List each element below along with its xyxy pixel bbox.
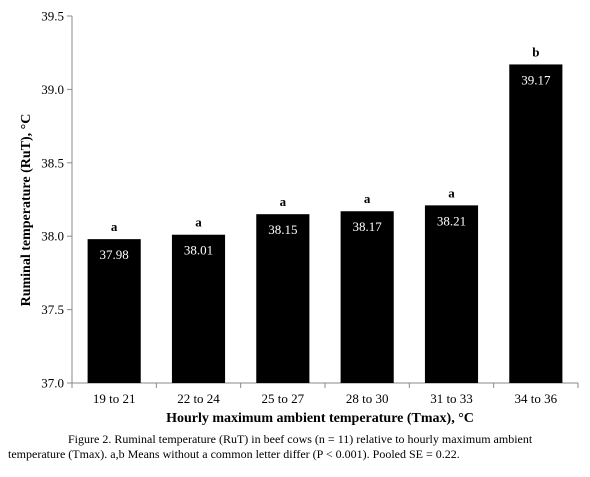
figure-caption: Figure 2. Ruminal temperature (RuT) in b… [8, 432, 586, 462]
x-tick-label: 19 to 21 [93, 391, 136, 406]
significance-letter: a [364, 191, 371, 206]
x-tick-label: 28 to 30 [346, 391, 389, 406]
y-axis-ticks: 37.0 37.5 38.0 38.5 39.0 39.5 [41, 9, 72, 391]
y-tick-label: 38.0 [41, 229, 64, 244]
caption-line-1: Figure 2. Ruminal temperature (RuT) in b… [68, 432, 533, 446]
y-axis-label: Ruminal temperature (RuT), °C [19, 114, 34, 307]
bar-value-label: 38.15 [268, 222, 297, 237]
bar [256, 214, 310, 383]
bar [509, 64, 563, 383]
significance-letter: a [280, 194, 287, 209]
bar-value-label: 38.01 [184, 243, 213, 258]
y-tick-label: 39.5 [41, 9, 64, 24]
bar-value-label: 39.17 [521, 72, 551, 87]
significance-letter: b [532, 44, 539, 59]
y-tick-label: 37.5 [41, 302, 64, 317]
x-tick-label: 34 to 36 [515, 391, 558, 406]
bar-chart: 37.0 37.5 38.0 38.5 39.0 39.5 37.98 a 38.01 a 38.… [19, 9, 579, 426]
significance-letter: a [111, 219, 118, 234]
bar-value-label: 37.98 [100, 247, 129, 262]
bar-value-label: 38.17 [353, 219, 383, 234]
y-tick-label: 39.0 [41, 82, 64, 97]
bar [171, 234, 226, 383]
x-axis-label: Hourly maximum ambient temperature (Tmax… [166, 411, 474, 426]
bars: 37.98 a 38.01 a 38.15 a 38.17 a 38.21 a 39.17 b [87, 44, 563, 383]
y-tick-label: 37.0 [41, 376, 64, 391]
x-tick-label: 31 to 33 [430, 391, 473, 406]
y-tick-label: 38.5 [41, 155, 64, 170]
significance-letter: a [195, 215, 202, 230]
bar-value-label: 38.21 [437, 213, 466, 228]
x-tick-label: 25 to 27 [262, 391, 305, 406]
x-tick-label: 22 to 24 [177, 391, 220, 406]
x-axis-ticks: 19 to 21 22 to 24 25 to 27 28 to 30 31 to 33… [71, 383, 579, 406]
bar [340, 211, 394, 383]
significance-letter: a [448, 185, 455, 200]
bar [87, 239, 141, 383]
bar [424, 205, 479, 383]
caption-line-2: temperature (Tmax). a,b Means without a … [8, 447, 460, 461]
chart-axes [71, 16, 578, 384]
